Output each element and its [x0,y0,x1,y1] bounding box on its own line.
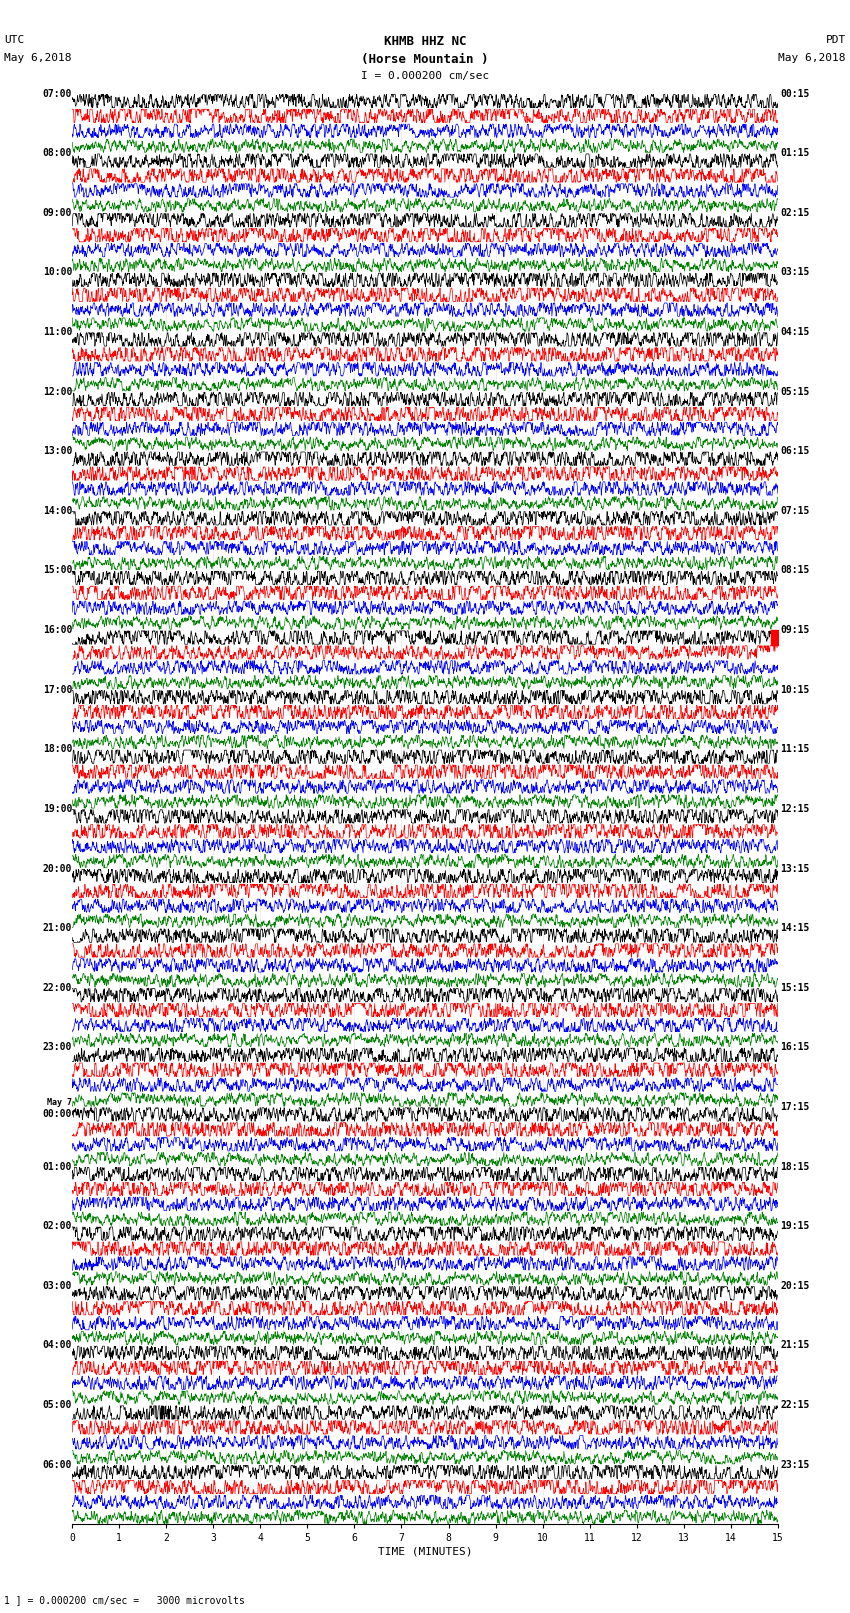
Text: 12:00: 12:00 [42,387,72,397]
Text: KHMB HHZ NC: KHMB HHZ NC [383,35,467,48]
Text: 17:00: 17:00 [42,684,72,695]
Text: 18:00: 18:00 [42,744,72,755]
Text: 22:00: 22:00 [42,982,72,992]
Text: 23:00: 23:00 [42,1042,72,1052]
Text: 06:00: 06:00 [42,1460,72,1469]
Text: 11:15: 11:15 [780,744,809,755]
Text: 07:15: 07:15 [780,506,809,516]
Text: 09:15: 09:15 [780,626,809,636]
Text: 19:15: 19:15 [780,1221,809,1231]
Text: 13:15: 13:15 [780,863,809,874]
X-axis label: TIME (MINUTES): TIME (MINUTES) [377,1547,473,1557]
Text: 11:00: 11:00 [42,327,72,337]
Text: 14:15: 14:15 [780,923,809,934]
Text: 02:15: 02:15 [780,208,809,218]
Text: UTC: UTC [4,35,25,45]
Text: 16:15: 16:15 [780,1042,809,1052]
Text: (Horse Mountain ): (Horse Mountain ) [361,53,489,66]
Text: 20:00: 20:00 [42,863,72,874]
Text: 15:15: 15:15 [780,982,809,992]
Text: 15:00: 15:00 [42,566,72,576]
Text: 05:00: 05:00 [42,1400,72,1410]
Text: 23:15: 23:15 [780,1460,809,1469]
Text: 00:15: 00:15 [780,89,809,98]
Text: 21:00: 21:00 [42,923,72,934]
Text: 1 ] = 0.000200 cm/sec =   3000 microvolts: 1 ] = 0.000200 cm/sec = 3000 microvolts [4,1595,245,1605]
Text: 10:15: 10:15 [780,684,809,695]
Text: May 6,2018: May 6,2018 [4,53,71,63]
Text: May 6,2018: May 6,2018 [779,53,846,63]
Text: 03:00: 03:00 [42,1281,72,1290]
Text: 02:00: 02:00 [42,1221,72,1231]
Text: PDT: PDT [825,35,846,45]
Text: 03:15: 03:15 [780,268,809,277]
Text: 08:00: 08:00 [42,148,72,158]
Text: 05:15: 05:15 [780,387,809,397]
Text: 06:15: 06:15 [780,447,809,456]
Text: 00:00: 00:00 [42,1110,72,1119]
Text: 10:00: 10:00 [42,268,72,277]
Text: I = 0.000200 cm/sec: I = 0.000200 cm/sec [361,71,489,81]
Text: 16:00: 16:00 [42,626,72,636]
Text: 04:15: 04:15 [780,327,809,337]
Text: 01:00: 01:00 [42,1161,72,1171]
Text: 14:00: 14:00 [42,506,72,516]
Text: 01:15: 01:15 [780,148,809,158]
Text: 21:15: 21:15 [780,1340,809,1350]
Text: 12:15: 12:15 [780,803,809,815]
Text: 19:00: 19:00 [42,803,72,815]
Text: 04:00: 04:00 [42,1340,72,1350]
Text: 22:15: 22:15 [780,1400,809,1410]
Text: 09:00: 09:00 [42,208,72,218]
Text: 07:00: 07:00 [42,89,72,98]
Text: 17:15: 17:15 [780,1102,809,1111]
Text: 08:15: 08:15 [780,566,809,576]
Text: 13:00: 13:00 [42,447,72,456]
Text: May 7: May 7 [47,1098,72,1107]
Text: 20:15: 20:15 [780,1281,809,1290]
Text: 18:15: 18:15 [780,1161,809,1171]
